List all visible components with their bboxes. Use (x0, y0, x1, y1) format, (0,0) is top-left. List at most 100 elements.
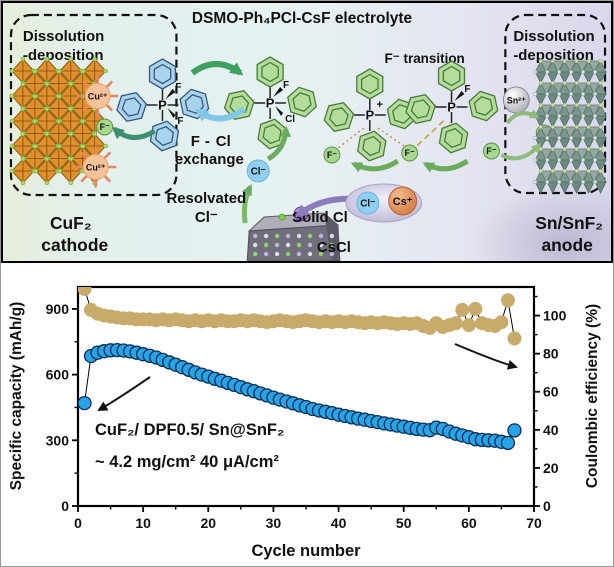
electrolyte-schematic-panel: DSMO-Ph₄PCl-CsF electrolyte Dissolution … (1, 1, 613, 263)
right-tick-label: 0 (543, 498, 551, 514)
anode-shade (471, 183, 611, 261)
left-axis-label: Specific capacity (mAh/g) (8, 302, 25, 491)
wedge-bond (273, 87, 284, 97)
svg-text:Cl⁻: Cl⁻ (251, 166, 266, 177)
x-tick-label: 60 (461, 515, 477, 531)
cscl-ion-pair: Cl⁻ Cs⁺ (345, 183, 423, 223)
f-transition-label: F⁻ transition (384, 51, 464, 66)
svg-text:Cu²⁺: Cu²⁺ (88, 91, 108, 101)
cathode-word: cathode (41, 235, 108, 255)
wedge-bond (165, 89, 176, 99)
cl-atom-label: Cl (285, 114, 295, 125)
specific-capacity-point (78, 395, 92, 411)
f-transition-arrow (422, 158, 469, 173)
f-dot (278, 213, 286, 221)
svg-text:F⁻: F⁻ (327, 150, 337, 160)
f-ion: F⁻ (401, 144, 419, 162)
svg-text:Cl: Cl (216, 133, 231, 150)
plus-charge-label: + (377, 99, 383, 111)
svg-text:Cl⁻: Cl⁻ (360, 198, 375, 209)
f-cl-exchange-label: F - Cl exchange (175, 133, 244, 168)
octahedron (45, 144, 73, 173)
f-coordination-line (377, 127, 407, 148)
capacity-axis-arrow (97, 376, 151, 412)
specific-capacity-point (500, 435, 516, 451)
right-tick-label: 80 (543, 346, 559, 362)
anode-box-label-2: -deposition (513, 47, 594, 64)
svg-text:exchange: exchange (175, 151, 244, 168)
wedge-bond (454, 91, 465, 101)
ph4pfcl-molecule: F Cl P (221, 56, 319, 152)
right-tick-label: 40 (543, 422, 559, 438)
resolvated-arrow (241, 184, 253, 224)
cathode-box-label-2: -deposition (23, 47, 104, 64)
svg-text:Cu²⁺: Cu²⁺ (86, 162, 106, 172)
cscl-crystal (246, 206, 341, 261)
anode-deposition-arrow (505, 109, 540, 125)
right-tick-label: 20 (543, 460, 559, 476)
svg-text:F⁻: F⁻ (486, 146, 496, 156)
right-tick-label: 100 (543, 308, 567, 324)
ph4pf-molecule: F P (403, 60, 500, 156)
to-cathode-arrow (111, 126, 156, 140)
snf2-crystal (533, 58, 607, 194)
specific-capacity-point (507, 423, 522, 438)
f-transition-arrow (350, 158, 400, 173)
panel-title: DSMO-Ph₄PCl-CsF electrolyte (192, 10, 413, 27)
ph4p-plus-molecule: + P (321, 68, 419, 164)
p-atom-label: P (447, 99, 456, 114)
anode-box-label-1: Dissolution (513, 28, 594, 45)
left-tick-label: 900 (46, 301, 70, 317)
x-tick-label: 40 (331, 515, 347, 531)
x-tick-label: 70 (526, 515, 542, 531)
anode-deposition-arrow (500, 142, 542, 161)
x-tick-label: 20 (200, 515, 216, 531)
x-tick-label: 50 (396, 515, 412, 531)
octahedron (33, 156, 61, 186)
f-atom-label: F (177, 116, 183, 127)
anode-word: anode (541, 235, 593, 255)
reverse-exchange-arrow (195, 106, 246, 122)
chart-series (78, 287, 522, 451)
coulombic-efficiency-point (78, 287, 92, 296)
annotation-conditions: ~ 4.2 mg/cm² 40 μA/cm² (95, 453, 279, 471)
cycling-chart-panel: 0 10 20 30 40 50 60 70 0 300 600 900 0 20 40 60 80 100 Cu… (1, 263, 613, 566)
x-tick-label: 30 (266, 515, 282, 531)
resolvated-label-1: Resolvated (166, 190, 246, 207)
svg-text:-: - (205, 133, 210, 150)
svg-text:Sn²⁺: Sn²⁺ (507, 95, 526, 105)
ph4pf2-molecule: F F P (113, 58, 211, 154)
coulombic-efficiency-point (455, 302, 470, 317)
resolvated-label-2: Cl⁻ (195, 209, 218, 226)
right-tick-label: 60 (543, 384, 559, 400)
cathode-formula: CuF₂ (50, 213, 92, 233)
f-ion: F⁻ (482, 142, 500, 160)
p-atom-label: P (158, 97, 167, 112)
cl-ion: Cl⁻ (246, 159, 270, 183)
left-tick-label: 300 (46, 432, 70, 448)
f-atom-label: F (175, 82, 181, 93)
right-axis-label: Coulombic efficiency (%) (584, 304, 601, 488)
efficiency-axis-arrow (454, 343, 518, 370)
svg-text:F⁻: F⁻ (100, 122, 110, 132)
coulombic-efficiency-point (500, 293, 515, 308)
octahedron (45, 69, 73, 98)
coulombic-efficiency-point (507, 331, 522, 346)
svg-text:F: F (191, 133, 200, 150)
coulombic-efficiency-point (461, 318, 476, 333)
left-tick-label: 600 (46, 367, 70, 383)
f-atom-label: F (464, 84, 470, 95)
coulombic-efficiency-point (494, 315, 509, 330)
cathode-box-label-1: Dissolution (23, 28, 104, 45)
wedge-bond (275, 106, 284, 116)
annotation-cell-config: CuF₂/ DPF0.5/ Sn@SnF₂ (95, 421, 284, 439)
x-axis-label: Cycle number (251, 542, 361, 560)
svg-text:Cs⁺: Cs⁺ (393, 196, 413, 208)
coulombic-efficiency-point (448, 316, 463, 331)
cscl-label: CsCl (317, 239, 351, 256)
f-atom-label: F (283, 80, 289, 91)
f-ion: F⁻ (96, 118, 114, 136)
coulombic-efficiency-point (468, 301, 483, 316)
cu-ion: Cu²⁺ (76, 75, 119, 117)
